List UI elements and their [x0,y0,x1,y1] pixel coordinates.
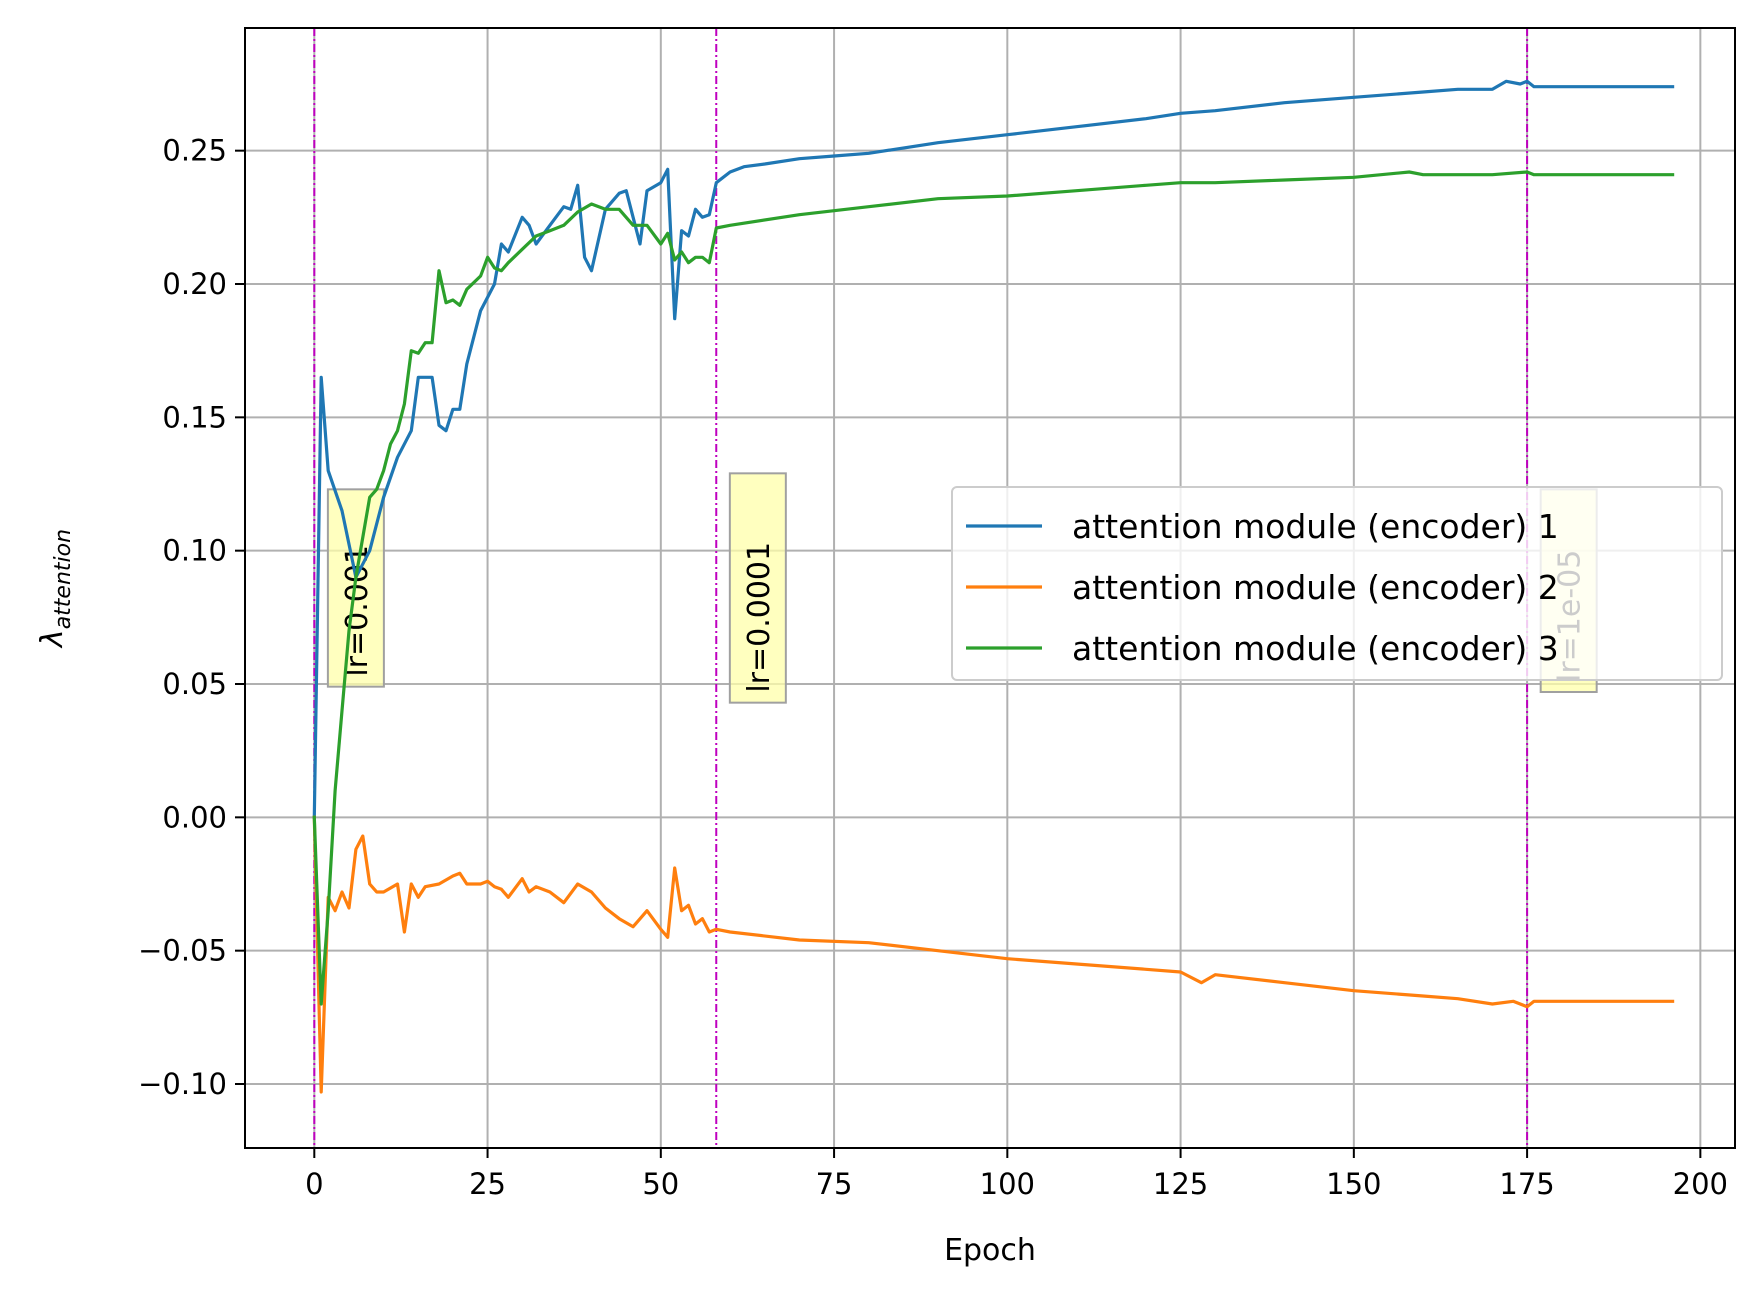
x-tick-label: 75 [816,1167,853,1201]
x-tick-label: 100 [980,1167,1035,1201]
series-lines [312,79,1675,1094]
legend-label: attention module (encoder) 2 [1072,568,1559,607]
x-tick-label: 175 [1499,1167,1554,1201]
x-axis-title: Epoch [944,1233,1036,1268]
x-tick-label: 200 [1673,1167,1728,1201]
y-tick-label: 0.20 [162,267,227,301]
y-axis-title-subscript: attention [51,529,76,629]
x-tick-label: 125 [1153,1167,1208,1201]
y-tick-label: 0.05 [162,667,227,701]
y-axis-ticks: −0.10 −0.05 0.00 0.05 0.10 0.15 0.20 0.25 [138,134,245,1101]
y-tick-label: −0.05 [138,934,227,968]
x-axis-ticks: 0 25 50 75 100 125 150 175 200 [305,1148,1728,1201]
y-tick-label: −0.10 [138,1067,227,1101]
y-tick-label: 0.00 [162,800,227,834]
series-line-2 [312,815,1675,1094]
y-tick-label: 0.15 [162,400,227,434]
legend: attention module (encoder) 1 attention mo… [951,486,1723,681]
plot-frame [244,27,1736,1149]
y-axis-title: λattention [35,529,76,649]
lr-annotation-box [728,472,787,704]
x-tick-label: 150 [1326,1167,1381,1201]
series-line-1 [312,79,1675,819]
y-tick-label: 0.10 [162,534,227,568]
series-line-3 [312,170,1675,1006]
x-tick-label: 0 [305,1167,323,1201]
x-tick-label: 25 [469,1167,506,1201]
legend-label: attention module (encoder) 3 [1072,629,1559,668]
legend-label: attention module (encoder) 1 [1072,507,1559,546]
legend-box [951,486,1723,681]
x-tick-label: 50 [642,1167,679,1201]
y-tick-label: 0.25 [162,134,227,168]
lr-annotation-label: lr=0.0001 [742,542,777,693]
y-axis-title-main: λ [35,629,70,649]
